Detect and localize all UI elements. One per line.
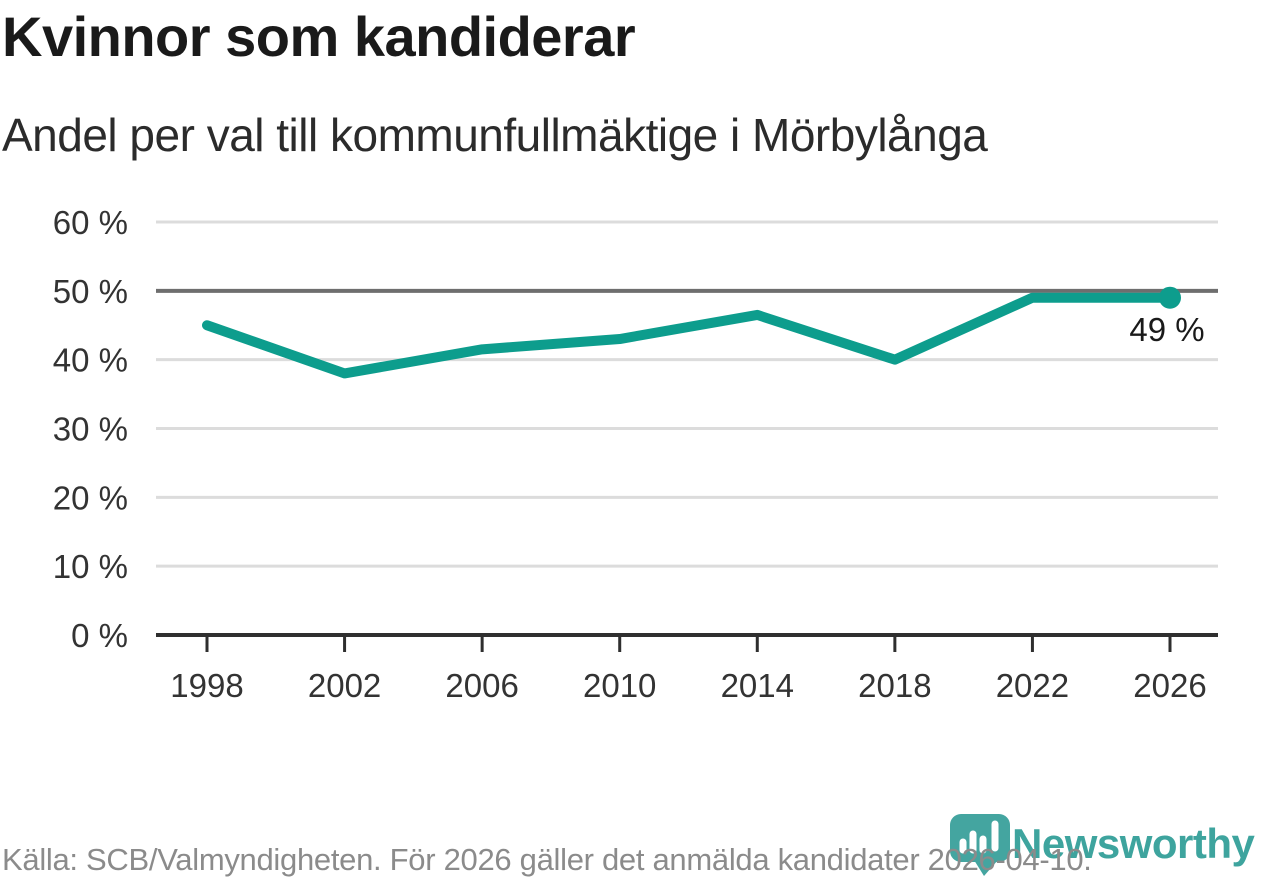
source-note: Källa: SCB/Valmyndigheten. För 2026 gäll… [2,842,1092,877]
newsworthy-logo-icon [950,814,1010,876]
y-axis-tick-label: 40 % [53,342,128,379]
x-axis-tick-label: 2006 [445,667,518,704]
data-line [202,292,1175,379]
y-axis-tick-label: 30 % [53,411,128,448]
x-axis-tick-label: 2002 [308,667,381,704]
y-axis-tick-label: 60 % [53,204,128,241]
x-axis-tick-label: 2026 [1133,667,1206,704]
x-axis-tick-label: 2018 [858,667,931,704]
newsworthy-wordmark: Newsworthy [1012,820,1255,867]
x-axis-tick-label: 2010 [583,667,656,704]
end-point-marker [1159,286,1181,309]
chart-subtitle: Andel per val till kommunfullmäktige i M… [2,109,988,161]
chart-title: Kvinnor som kandiderar [2,5,636,68]
y-axis-tick-label: 20 % [53,479,128,516]
y-axis-tick-label: 0 % [71,617,128,654]
y-axis-tick-label: 50 % [53,273,128,310]
x-axis-tick-label: 2014 [721,667,794,704]
x-axis-tick-label: 2022 [996,667,1069,704]
x-axis-tick-label: 1998 [170,667,243,704]
end-point-label: 49 % [1129,311,1204,348]
y-axis-tick-label: 10 % [53,548,128,585]
